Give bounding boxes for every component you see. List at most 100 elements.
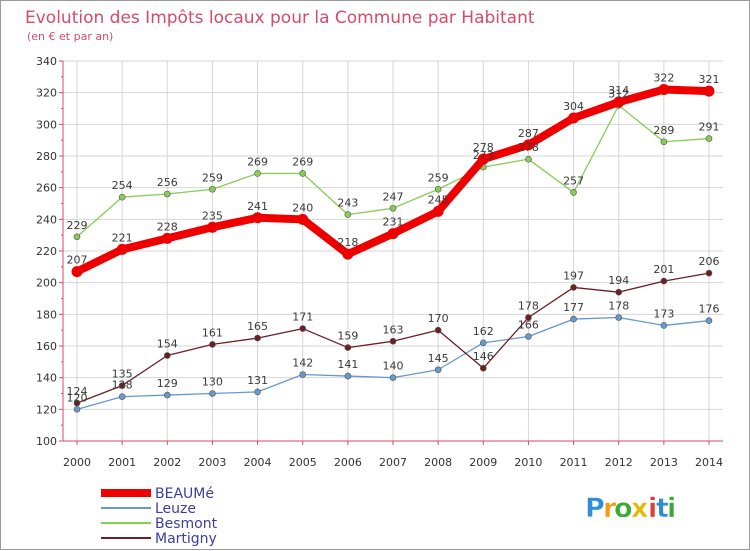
data-label: 178: [608, 300, 629, 313]
data-label: 177: [563, 301, 584, 314]
data-point: [161, 232, 173, 244]
data-point: [344, 344, 352, 351]
data-label: 163: [383, 323, 404, 336]
data-label: 269: [292, 155, 313, 168]
y-tick-label: 100: [36, 435, 57, 448]
x-tick-label: 2004: [244, 456, 272, 469]
data-point: [389, 204, 397, 212]
data-label: 304: [563, 100, 584, 113]
data-point: [163, 391, 171, 399]
data-point: [297, 213, 309, 225]
data-label: 278: [518, 141, 539, 154]
y-tick-label: 160: [36, 340, 57, 353]
data-label: 128: [112, 379, 133, 392]
x-tick-label: 2008: [424, 456, 452, 469]
data-point: [389, 374, 397, 381]
data-label: 197: [563, 269, 584, 282]
data-label: 259: [428, 171, 449, 184]
data-label: 287: [518, 127, 539, 140]
data-point: [387, 228, 399, 240]
y-tick-label: 240: [36, 213, 57, 226]
data-label: 273: [473, 149, 494, 162]
data-label: 161: [202, 326, 223, 339]
legend-label-martigny: Martigny: [155, 531, 217, 547]
data-point: [660, 277, 668, 285]
data-point: [705, 317, 713, 324]
chart-title: Evolution des Impôts locaux pour la Comm…: [25, 8, 535, 28]
data-point: [252, 212, 264, 224]
data-point: [570, 284, 577, 291]
data-point: [432, 205, 444, 217]
data-point: [116, 243, 128, 255]
data-point: [703, 85, 715, 97]
x-tick-label: 2011: [560, 456, 588, 469]
data-label: 221: [112, 231, 133, 244]
data-label: 165: [247, 320, 268, 333]
data-point: [434, 326, 442, 334]
data-point: [299, 170, 307, 177]
x-tick-label: 2002: [153, 456, 181, 469]
legend-label-besmont: Besmont: [155, 516, 218, 532]
data-point: [118, 193, 126, 201]
y-tick-label: 280: [36, 150, 57, 163]
data-point: [342, 248, 354, 260]
data-label: 243: [337, 197, 358, 210]
x-tick-label: 2014: [695, 456, 723, 469]
y-tick-label: 300: [36, 118, 57, 131]
data-label: 256: [157, 176, 178, 189]
data-label: 173: [653, 307, 674, 320]
data-label: 278: [473, 141, 494, 154]
data-label: 170: [428, 312, 449, 325]
data-label: 321: [699, 73, 720, 86]
data-label: 142: [292, 357, 313, 370]
data-label: 257: [563, 174, 584, 187]
data-label: 291: [699, 121, 720, 134]
data-label: 145: [428, 352, 449, 365]
y-tick-labels: 100 120 140 160 180 200 220 240 260 280 300 320 340: [36, 55, 57, 448]
logo-letter: P: [585, 493, 605, 524]
data-label: 240: [292, 201, 313, 214]
data-point: [570, 315, 577, 323]
data-labels: 120 128 129 130 131 142 141 140 145 162 166 177 178 1…: [67, 72, 720, 405]
x-tick-label: 2013: [650, 456, 678, 469]
data-point: [525, 333, 532, 340]
data-point: [477, 153, 489, 165]
data-label: 194: [608, 274, 629, 287]
data-label: 229: [67, 219, 88, 232]
data-point: [705, 135, 713, 142]
data-label: 231: [383, 216, 404, 229]
data-point: [299, 325, 307, 332]
data-label: 245: [428, 193, 449, 206]
y-tick-label: 120: [36, 403, 57, 416]
data-point: [479, 339, 487, 347]
logo-letter: x: [631, 493, 648, 524]
data-label: 171: [292, 311, 313, 324]
data-point: [206, 221, 218, 233]
data-point: [344, 372, 352, 380]
data-point: [209, 341, 216, 348]
data-label: 241: [247, 200, 268, 213]
data-label: 141: [337, 358, 358, 371]
y-tick-label: 220: [36, 245, 57, 258]
y-tick-label: 180: [36, 308, 57, 321]
data-label: 131: [247, 374, 268, 387]
logo-letter: t: [656, 493, 669, 524]
y-tick-label: 320: [36, 87, 57, 100]
data-point: [479, 364, 487, 372]
data-point: [73, 399, 81, 407]
data-point: [73, 406, 81, 413]
logo-letter: r: [603, 493, 617, 524]
x-tick-label: 2000: [63, 456, 91, 469]
data-label: 218: [337, 236, 358, 249]
data-label: 247: [383, 190, 404, 203]
data-label: 162: [473, 325, 494, 338]
x-tick-label: 2005: [289, 456, 317, 469]
data-point: [570, 189, 577, 196]
x-tick-label: 2001: [108, 456, 136, 469]
data-label: 135: [112, 368, 133, 381]
data-label: 312: [608, 87, 629, 100]
data-label: 120: [67, 391, 88, 404]
data-point: [613, 96, 625, 108]
